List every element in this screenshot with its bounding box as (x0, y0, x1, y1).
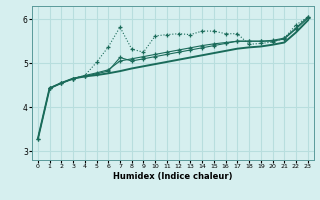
X-axis label: Humidex (Indice chaleur): Humidex (Indice chaleur) (113, 172, 233, 181)
